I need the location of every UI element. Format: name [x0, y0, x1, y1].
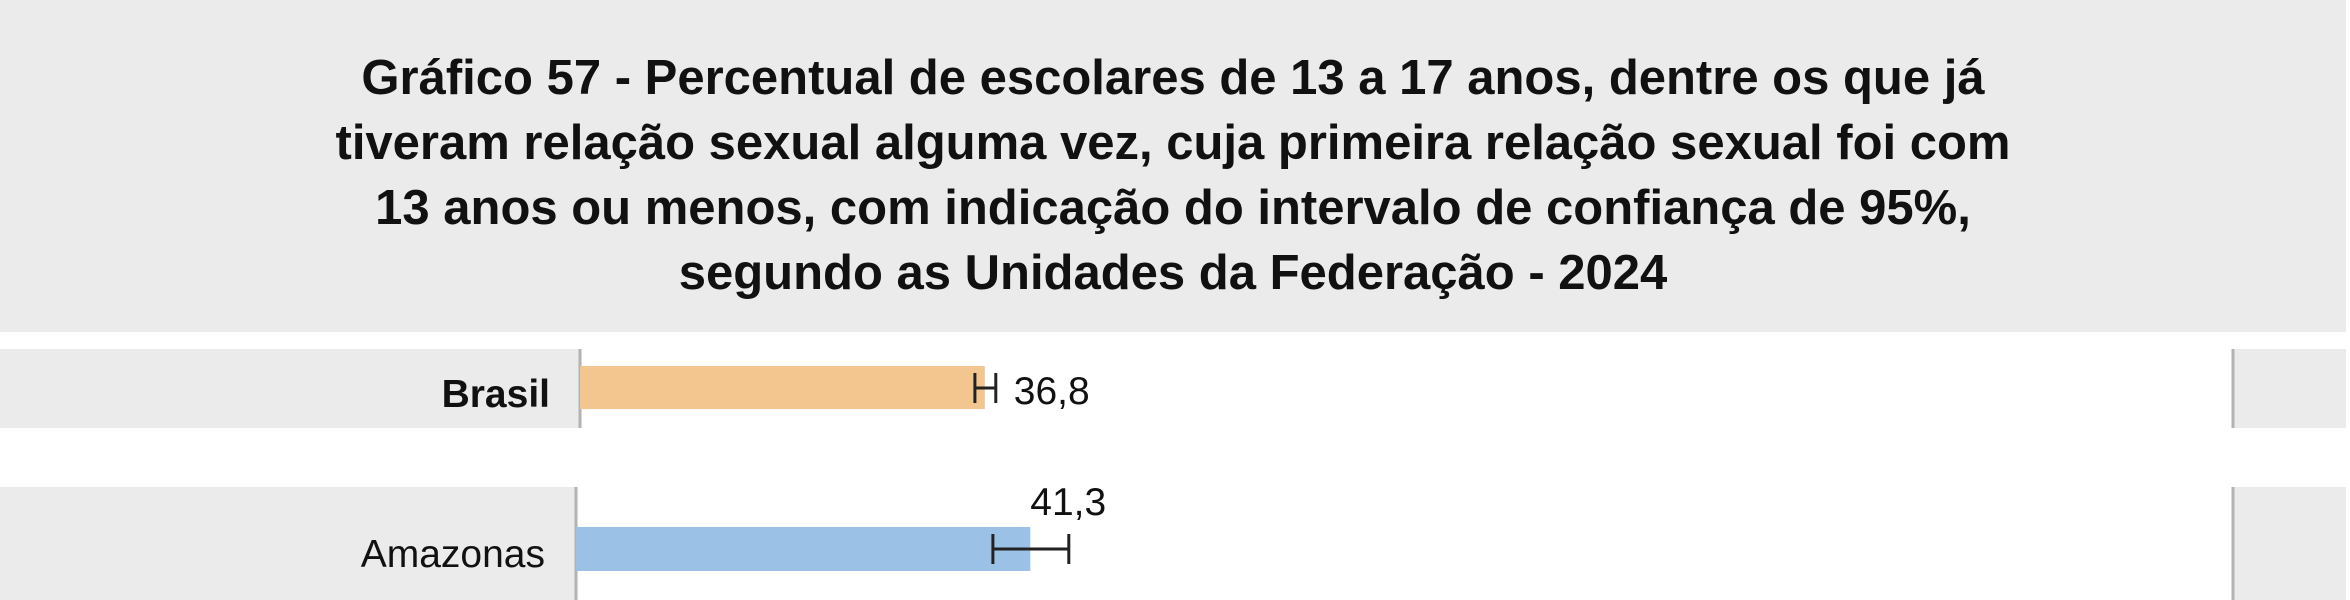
category-label-brasil: Brasil [442, 373, 550, 416]
value-label-brasil: 36,8 [1014, 370, 1090, 413]
bar-amazonas [576, 527, 1031, 571]
bar-brasil [580, 366, 985, 409]
chart-title: Gráfico 57 - Percentual de escolares de … [335, 51, 2011, 300]
value-label-amazonas: 41,3 [1030, 481, 1106, 524]
header-panel [0, 0, 2346, 332]
category-label-amazonas: Amazonas [361, 533, 545, 576]
